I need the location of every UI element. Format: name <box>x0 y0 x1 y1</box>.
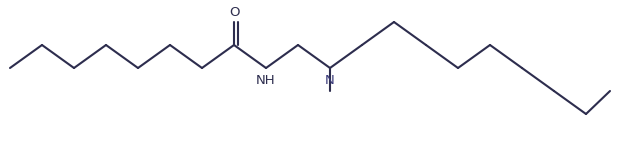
Text: N: N <box>325 74 335 87</box>
Text: O: O <box>229 5 239 19</box>
Text: NH: NH <box>256 74 276 87</box>
